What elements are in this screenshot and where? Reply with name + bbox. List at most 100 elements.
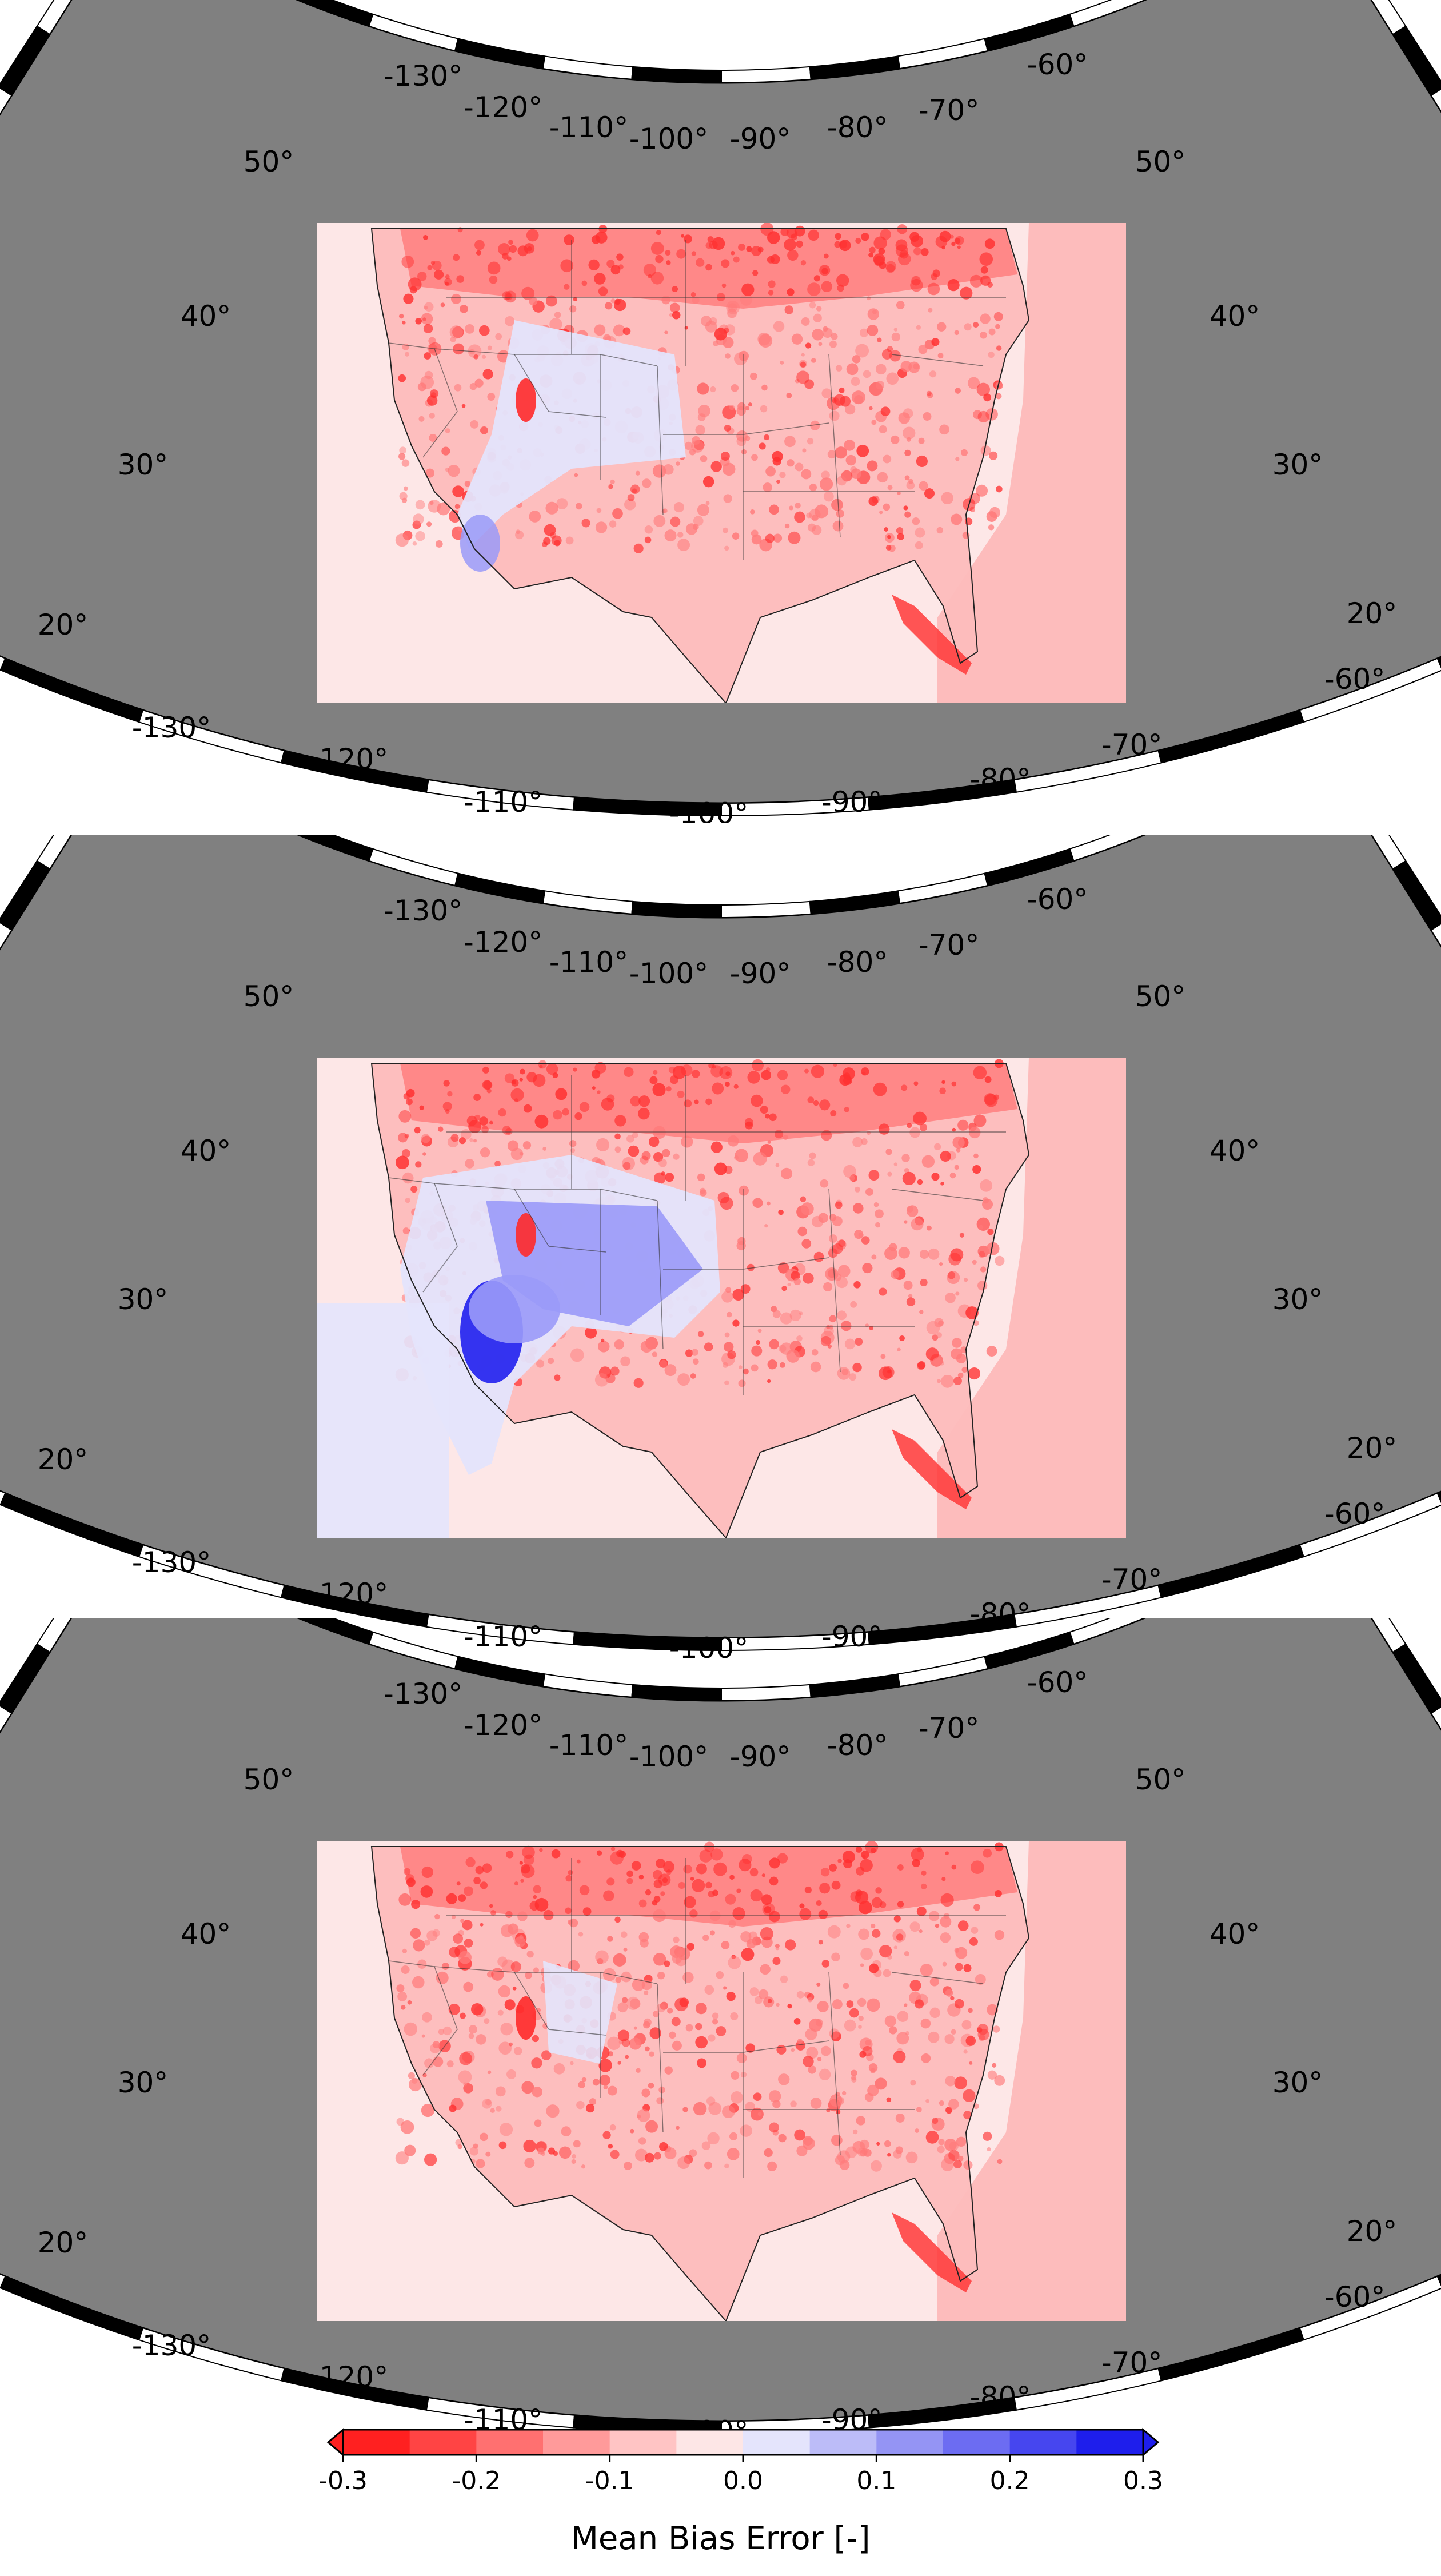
right-lat-label: 30° (1272, 448, 1323, 481)
bottom-lon-label: -120° (309, 1577, 388, 1610)
colorbar-swatch (809, 2430, 877, 2455)
left-lat-label: 20° (38, 1443, 89, 1476)
florida-bias (892, 2212, 972, 2292)
data-field (317, 1058, 1126, 1538)
colorbar-swatch (343, 2430, 410, 2455)
top-lon-label: -60° (1027, 48, 1088, 81)
bottom-lon-label: -60° (1324, 663, 1386, 696)
colorbar-tick-label: 0.1 (856, 2466, 896, 2495)
bottom-lon-label: -130° (132, 711, 211, 744)
left-lat-label: 30° (118, 448, 169, 481)
coastline (370, 1063, 1030, 1538)
right-lat-label: 30° (1272, 2066, 1323, 2099)
left-lat-label: 50° (244, 1763, 294, 1796)
colorbar-title: Mean Bias Error [-] (570, 2520, 871, 2557)
map-panel-c: -130°-120°-110° -100° -90° -80°-70°-60°-130… (0, 1618, 1441, 2441)
colorbar-swatch (609, 2430, 677, 2455)
bottom-lon-label: -100° (669, 1632, 748, 1658)
left-lat-label: 20° (38, 2226, 89, 2259)
bottom-lon-label: -100° (669, 797, 748, 823)
right-lat-label: 50° (1135, 1763, 1186, 1796)
top-lon-label: -80° (827, 946, 888, 979)
colorbar-tick-label: 0.2 (990, 2466, 1030, 2495)
right-lat-label: 30° (1272, 1283, 1323, 1316)
top-lon-label: -100° (629, 122, 708, 155)
colorbar-tick-label: 0.0 (723, 2466, 763, 2495)
southwest-blue-zone (457, 320, 686, 549)
left-lat-label: 50° (244, 145, 294, 178)
top-lon-label: -130° (384, 1677, 462, 1710)
colorbar-left-arrow (326, 2427, 344, 2457)
right-lat-label: 40° (1210, 300, 1260, 333)
bottom-lon-label: -120° (309, 2360, 388, 2394)
top-lon-label: -70° (919, 1712, 980, 1745)
colorbar-tick-label: 0.3 (1123, 2466, 1163, 2495)
top-lon-label: -110° (549, 946, 628, 979)
left-lat-label: 40° (181, 1917, 231, 1951)
colorbar-swatch (409, 2430, 477, 2455)
colorbar-swatch (1009, 2430, 1077, 2455)
bottom-lon-label: -110° (464, 785, 542, 819)
colorbar-tick-label: -0.2 (452, 2466, 501, 2495)
bottom-lon-label: -70° (1101, 2346, 1163, 2379)
data-field (317, 1841, 1126, 2321)
bottom-lon-label: -80° (970, 1597, 1031, 1630)
right-lat-label: 20° (1347, 2215, 1398, 2248)
top-lon-label: -130° (384, 59, 462, 93)
top-lon-label: -100° (629, 957, 708, 990)
colorbar-right-arrow (1142, 2427, 1160, 2457)
colorbar-swatch (543, 2430, 610, 2455)
bottom-lon-label: -90° (821, 785, 883, 819)
colorbar-tick-label: -0.1 (585, 2466, 634, 2495)
colorbar-swatch (476, 2430, 544, 2455)
colorbar-swatch (743, 2430, 811, 2455)
bottom-lon-label: -120° (309, 743, 388, 776)
left-lat-label: 20° (38, 608, 89, 641)
bottom-lon-label: -130° (132, 2329, 211, 2362)
bottom-lon-label: -70° (1101, 1563, 1163, 1596)
top-lon-label: -120° (464, 91, 542, 124)
bottom-lon-label: -110° (464, 1620, 542, 1653)
top-lon-label: -120° (464, 926, 542, 959)
colorbar-swatch (676, 2430, 744, 2455)
colorbar-swatch (1076, 2430, 1144, 2455)
top-lon-label: -60° (1027, 1666, 1088, 1699)
top-lon-label: -80° (827, 111, 888, 144)
right-lat-label: 40° (1210, 1917, 1260, 1951)
coastline (370, 1846, 1030, 2321)
data-field (317, 223, 1126, 703)
right-lat-label: 20° (1347, 597, 1398, 630)
top-lon-label: -80° (827, 1729, 888, 1762)
top-lon-label: -90° (730, 122, 791, 155)
right-lat-label: 20° (1347, 1431, 1398, 1465)
florida-bias (892, 595, 972, 675)
top-lon-label: -130° (384, 894, 462, 927)
colorbar-swatch (943, 2430, 1011, 2455)
bottom-lon-label: -80° (970, 763, 1031, 796)
bottom-lon-label: -80° (970, 2380, 1031, 2414)
top-lon-label: -90° (730, 957, 791, 990)
bottom-lon-label: -60° (1324, 2280, 1386, 2314)
coastline (370, 228, 1030, 703)
top-lon-label: -110° (549, 111, 628, 144)
top-lon-label: -120° (464, 1709, 542, 1742)
ocean-bias-zone (937, 1841, 1126, 2321)
florida-bias (892, 1429, 972, 1509)
left-lat-label: 50° (244, 980, 294, 1013)
right-lat-label: 50° (1135, 145, 1186, 178)
southwest-blue-zone (543, 1961, 617, 2064)
colorbar-swatch (876, 2430, 944, 2455)
bottom-lon-label: -90° (821, 1620, 883, 1653)
bottom-lon-label: -130° (132, 1546, 211, 1579)
top-lon-label: -90° (730, 1740, 791, 1773)
right-lat-label: 40° (1210, 1134, 1260, 1167)
map-panel-a: -130°-120°-110° -100° -90° -80°-70°-60°-130… (0, 0, 1441, 823)
ocean-bias-zone (937, 1058, 1126, 1538)
top-lon-label: -70° (919, 94, 980, 127)
map-panel-b: -130°-120°-110° -100° -90° -80°-70°-60°-130… (0, 835, 1441, 1658)
colorbar: -0.3 -0.2 -0.1 0.0 0.1 0.2 0.3 (318, 2427, 1163, 2495)
top-lon-label: -100° (629, 1740, 708, 1773)
bottom-lon-label: -70° (1101, 728, 1163, 761)
ocean-bias-zone (937, 223, 1126, 703)
bottom-lon-label: -60° (1324, 1497, 1386, 1530)
